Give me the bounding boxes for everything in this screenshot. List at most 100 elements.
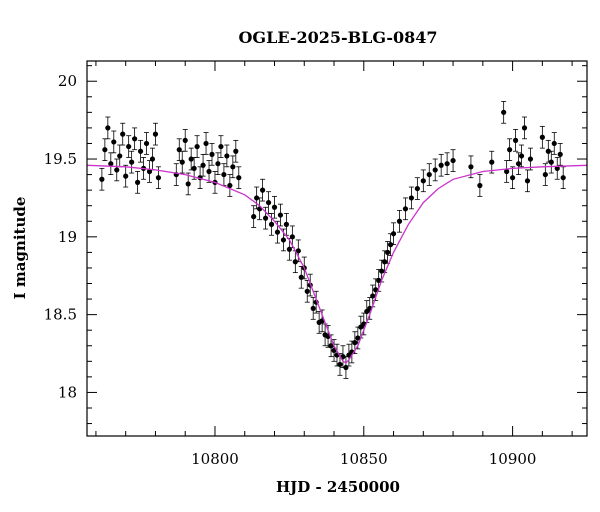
data-point — [194, 143, 200, 150]
data-point — [262, 215, 269, 221]
data-point — [560, 175, 566, 181]
data-point — [512, 137, 519, 143]
data-point — [382, 259, 388, 265]
data-point — [554, 165, 560, 171]
data-point — [283, 221, 290, 227]
data-point — [408, 195, 415, 201]
plot-background — [87, 61, 587, 436]
data-point — [179, 159, 185, 165]
data-point — [370, 293, 376, 299]
data-point — [489, 159, 495, 165]
model-curve — [86, 164, 588, 364]
data-point — [218, 143, 224, 150]
data-point — [191, 165, 197, 171]
data-point — [414, 185, 420, 192]
x-tick-label: 10850 — [340, 450, 388, 468]
data-point — [518, 153, 525, 159]
data-point — [99, 176, 105, 182]
data-point — [185, 181, 191, 187]
x-tick-label: 10900 — [489, 450, 537, 468]
data-point — [477, 182, 483, 189]
data-point — [289, 234, 295, 240]
data-point — [265, 199, 272, 206]
data-point — [236, 175, 242, 181]
data-point — [271, 204, 278, 210]
data-point — [352, 340, 358, 346]
data-point — [504, 168, 510, 175]
data-point — [176, 147, 182, 153]
data-point — [117, 153, 123, 159]
data-point — [527, 156, 534, 162]
chart-title: OGLE-2025-BLG-0847 — [238, 28, 437, 47]
data-point — [402, 206, 409, 212]
data-point — [152, 131, 159, 137]
y-tick-label: 19 — [58, 228, 77, 246]
data-point — [215, 161, 221, 167]
data-point — [143, 140, 150, 147]
data-point — [108, 161, 114, 167]
data-point — [310, 305, 316, 312]
data-point — [524, 178, 531, 184]
data-point — [444, 161, 450, 167]
data-point — [274, 229, 281, 235]
data-point — [224, 153, 230, 159]
data-point — [539, 134, 545, 140]
data-point — [259, 187, 266, 193]
data-point — [280, 237, 287, 243]
data-point — [376, 277, 382, 283]
data-point — [501, 109, 507, 115]
data-point — [227, 182, 233, 189]
data-point — [384, 249, 391, 255]
plot-frame — [86, 60, 588, 437]
data-point — [111, 139, 117, 145]
data-point — [209, 151, 215, 157]
data-point — [390, 231, 397, 237]
data-point — [200, 162, 206, 168]
data-point — [230, 164, 236, 170]
data-point — [355, 335, 361, 341]
data-point — [379, 268, 385, 274]
data-point — [134, 179, 141, 185]
y-tick-label: 18 — [58, 383, 77, 401]
y-tick-label: 18.5 — [44, 306, 77, 324]
data-point — [450, 157, 456, 164]
data-point — [251, 214, 257, 220]
data-point — [221, 171, 227, 178]
data-point — [295, 248, 301, 254]
data-points — [99, 109, 566, 371]
y-axis-label: I magnitude — [11, 197, 29, 300]
data-point — [337, 361, 343, 368]
data-point — [438, 162, 444, 168]
y-tick-label: 19.5 — [44, 150, 77, 168]
data-point — [548, 159, 554, 165]
data-point — [268, 221, 275, 227]
data-point — [396, 218, 403, 224]
x-tick-label: 10800 — [191, 450, 239, 468]
axis-ticks — [87, 61, 587, 436]
data-point — [155, 175, 162, 181]
data-point — [304, 288, 310, 294]
data-point — [521, 125, 528, 131]
data-point — [277, 212, 284, 218]
data-point — [126, 143, 132, 150]
data-point — [132, 136, 138, 142]
data-point — [551, 140, 557, 147]
data-point — [286, 246, 292, 252]
data-point — [509, 175, 516, 181]
data-point — [298, 274, 304, 280]
data-point — [343, 364, 349, 371]
data-point — [146, 168, 153, 175]
data-point — [507, 147, 513, 153]
data-point — [328, 343, 334, 349]
data-point — [432, 167, 438, 173]
data-point — [292, 259, 298, 265]
data-point — [420, 178, 426, 184]
data-point — [129, 159, 135, 165]
data-point — [123, 173, 129, 179]
data-point — [188, 156, 194, 162]
data-point — [182, 137, 188, 143]
data-point — [387, 242, 394, 248]
tick-labels: 10800 10850 10900 18 18.5 19 19.5 20 — [44, 72, 537, 468]
data-point — [426, 171, 432, 178]
